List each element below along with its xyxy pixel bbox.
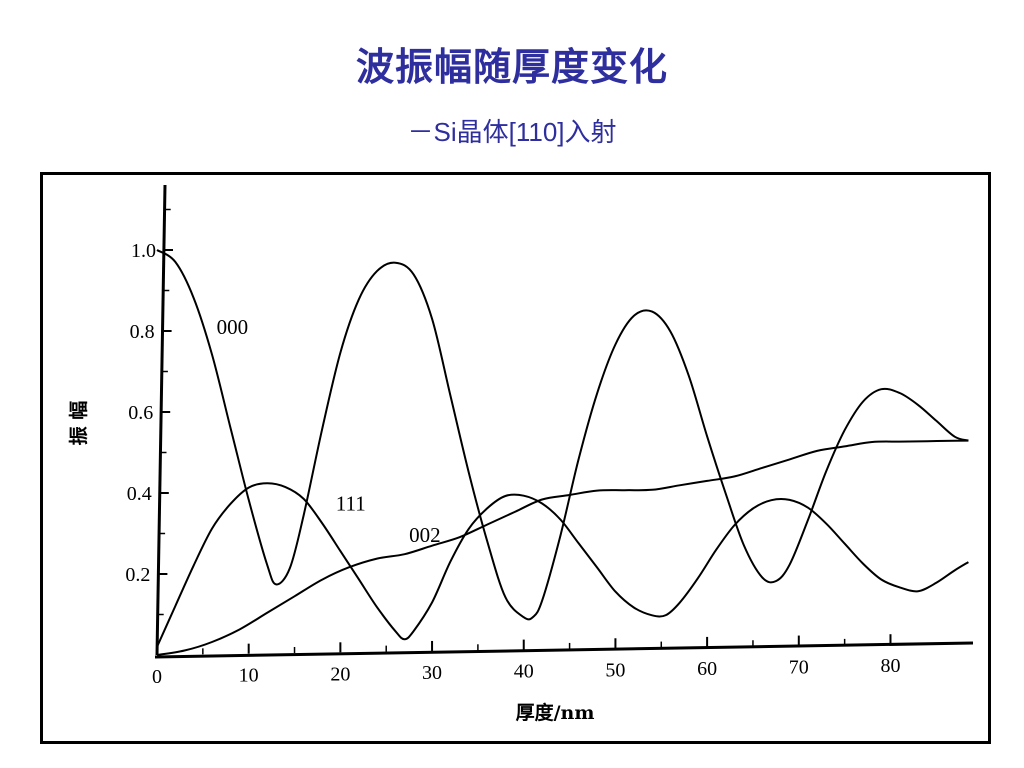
y-axis-line [155,184,167,656]
series-label-000: 000 [217,315,249,339]
y-tick-label: 0.4 [127,483,152,505]
x-tick-label: 60 [697,658,717,680]
x-tick-label: 30 [422,662,442,684]
y-axis-title: 振 幅 [67,401,90,446]
amplitude-chart: 0 10 20 30 40 50 60 70 80 0.2 0.4 0.6 0.8 1.0 000 111… [67,184,974,724]
slide-subtitle: －Si晶体[110]入射 [407,117,617,147]
series-label-111: 111 [336,492,366,516]
y-tick-label: 0.8 [130,321,155,343]
x-tick-label: 80 [880,655,900,677]
y-tick-label: 0.6 [128,402,153,424]
x-tick-label: 70 [789,657,809,679]
x-tick-label: 0 [152,666,162,688]
x-tick-label: 50 [605,659,625,681]
x-axis-line [154,641,974,659]
slide-title: 波振幅随厚度变化 [355,45,668,89]
x-tick-label: 40 [514,661,534,683]
chart-frame: 0 10 20 30 40 50 60 70 80 0.2 0.4 0.6 0.8 1.0 000 111… [40,172,991,744]
series-line-000 [156,249,969,621]
series-line-111 [156,482,969,648]
series-line-002 [156,439,969,656]
x-axis-title: 厚度/nm [516,701,595,724]
y-tick-label: 1.0 [131,240,156,262]
series-label-002: 002 [409,523,441,547]
x-tick-label: 10 [239,665,259,687]
data-series [156,249,969,656]
axis-ticks: 0 10 20 30 40 50 60 70 80 0.2 0.4 0.6 0.8 1.0 [125,208,900,688]
y-tick-label: 0.2 [125,564,150,586]
x-tick-label: 20 [330,663,350,685]
